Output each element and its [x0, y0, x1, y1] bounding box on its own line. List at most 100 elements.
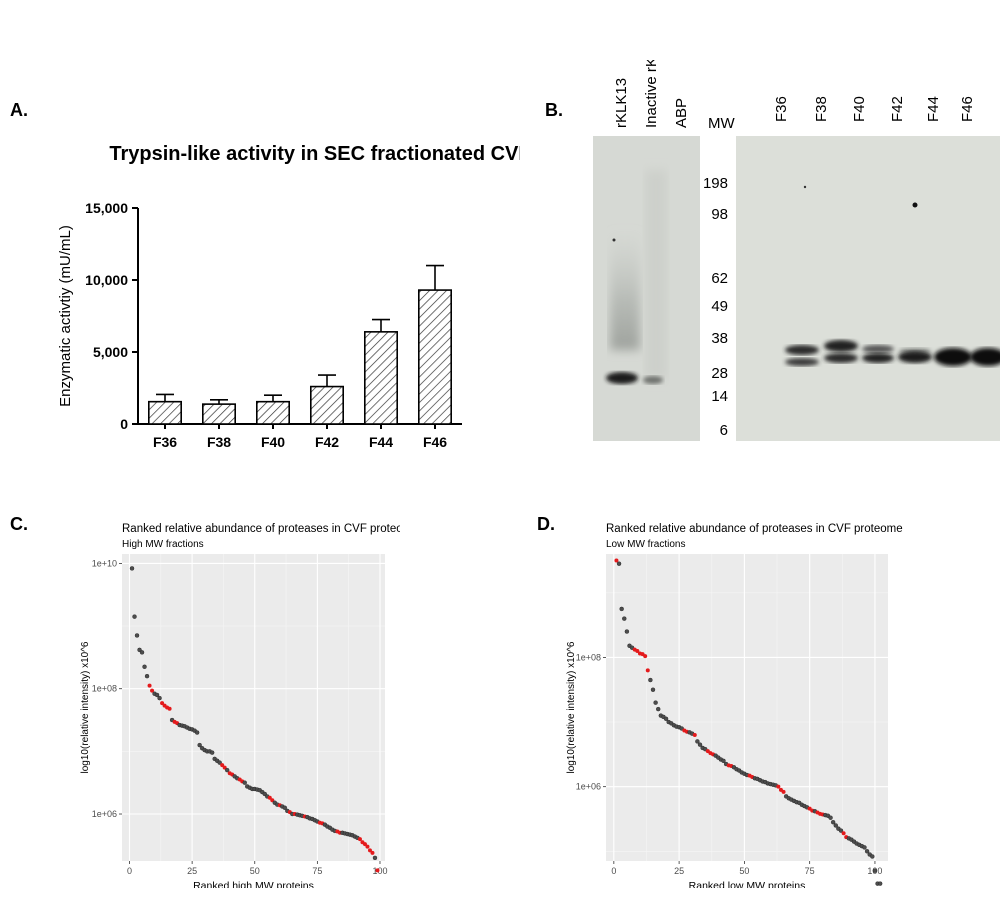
data-point — [624, 629, 630, 634]
y-tick-label: 10,000 — [85, 272, 128, 288]
data-point — [154, 692, 160, 698]
data-point-protease — [160, 701, 165, 706]
blot-band-f44 — [934, 348, 972, 366]
data-point — [830, 820, 836, 825]
data-point — [663, 716, 669, 722]
data-point-protease — [357, 837, 362, 842]
data-point — [619, 606, 624, 612]
x-tick-label: 25 — [674, 866, 684, 876]
data-point-protease — [692, 732, 697, 737]
y-tick-label: 1e+06 — [92, 809, 117, 819]
data-point — [650, 687, 656, 692]
data-point-protease — [362, 842, 367, 847]
chart-subtitle: High MW fractions — [122, 539, 204, 550]
blot-band-f42-lower — [898, 351, 932, 363]
data-point-protease — [643, 654, 648, 659]
bar-f44 — [363, 331, 398, 425]
data-point — [828, 815, 833, 820]
data-point — [864, 849, 870, 854]
blot-speck — [612, 238, 616, 242]
data-point — [697, 742, 703, 747]
data-point — [217, 760, 222, 765]
scatter-chart-low-mw: Ranked relative abundance of proteases i… — [566, 523, 903, 888]
data-point — [695, 739, 700, 744]
data-point-protease — [167, 706, 172, 711]
data-point — [134, 633, 140, 638]
blot-speck — [803, 185, 807, 189]
x-axis-label: Ranked high MW proteins — [193, 880, 314, 888]
x-tick-label: 25 — [187, 866, 197, 876]
data-point — [872, 868, 878, 873]
y-axis-label: log10(relative intensity) x10^6 — [566, 641, 577, 773]
data-point-protease — [776, 784, 781, 789]
data-point — [144, 673, 150, 679]
x-tick-label: F36 — [153, 434, 177, 450]
x-tick-label: F44 — [369, 434, 393, 450]
y-axis-label: log10(relative intensity) x10^6 — [80, 641, 91, 773]
data-point — [129, 566, 135, 571]
lane-label-f40: F40 — [851, 96, 868, 122]
data-point — [157, 695, 162, 701]
data-point — [838, 828, 844, 833]
panel-label-d: D. — [537, 514, 555, 534]
blot-band-f36-lower — [785, 358, 819, 366]
mw-marker: 198 — [703, 175, 728, 192]
mw-marker: 28 — [711, 365, 728, 382]
data-point-protease — [841, 831, 846, 836]
data-point-protease — [220, 763, 225, 768]
lane-label-f42: F42 — [889, 96, 906, 122]
x-tick-label: F38 — [207, 434, 231, 450]
blot-band-f38-upper — [824, 340, 858, 352]
data-point-protease — [614, 558, 619, 563]
data-point-protease — [365, 844, 370, 849]
x-tick-label: 50 — [739, 866, 749, 876]
data-point — [197, 742, 202, 748]
data-point — [833, 823, 838, 828]
data-point — [282, 805, 288, 810]
data-point — [877, 881, 883, 886]
western-blot-image: rKLK13 Inactive rKLK13 ABP MW F36 F38 F4… — [593, 60, 1000, 441]
data-point-protease — [267, 795, 272, 800]
lane-label-abp: ABP — [673, 98, 690, 128]
data-point — [194, 730, 200, 735]
data-point-protease — [147, 683, 152, 688]
panel-label-c: C. — [10, 514, 28, 534]
bar-f46 — [417, 289, 452, 425]
x-tick-label: F46 — [423, 434, 447, 450]
y-tick-label: 1e+08 — [576, 652, 601, 662]
data-point-protease — [635, 648, 640, 653]
data-point — [372, 855, 378, 861]
panel-label-a: A. — [10, 100, 28, 120]
data-point — [656, 706, 661, 712]
bar-chart-trypsin-activity: Trypsin-like activity in SEC fractionate… — [57, 143, 520, 450]
y-tick-label: 1e+08 — [92, 684, 117, 694]
mw-marker: 38 — [711, 330, 728, 347]
data-point-protease — [645, 668, 650, 673]
mw-header: MW — [708, 115, 735, 132]
data-point-protease — [375, 868, 380, 873]
data-point-protease — [367, 848, 372, 853]
data-point — [622, 616, 627, 621]
lane-label-f38: F38 — [813, 96, 830, 122]
data-point — [139, 650, 145, 655]
blot-band-f36-upper — [785, 345, 819, 355]
mw-marker: 6 — [720, 422, 728, 439]
chart-title: Trypsin-like activity in SEC fractionate… — [109, 143, 520, 165]
chart-title: Ranked relative abundance of proteases i… — [122, 523, 400, 535]
lane-label-f44: F44 — [925, 96, 942, 122]
lane-label-rklk13: rKLK13 — [613, 78, 630, 128]
plot-panel — [122, 554, 385, 861]
blot-smear — [610, 230, 640, 350]
y-tick-label: 0 — [120, 416, 128, 432]
mw-marker: 62 — [711, 270, 728, 287]
x-tick-label: F40 — [261, 434, 285, 450]
x-tick-label: 0 — [611, 866, 616, 876]
data-point — [616, 561, 622, 566]
lane-label-f46: F46 — [959, 96, 976, 122]
x-tick-label: 0 — [127, 866, 132, 876]
blot-smear-lane-2 — [645, 170, 667, 380]
data-point — [721, 758, 726, 764]
panel-label-b: B. — [545, 100, 563, 120]
y-tick-label: 5,000 — [93, 344, 128, 360]
plot-panel — [606, 554, 888, 861]
